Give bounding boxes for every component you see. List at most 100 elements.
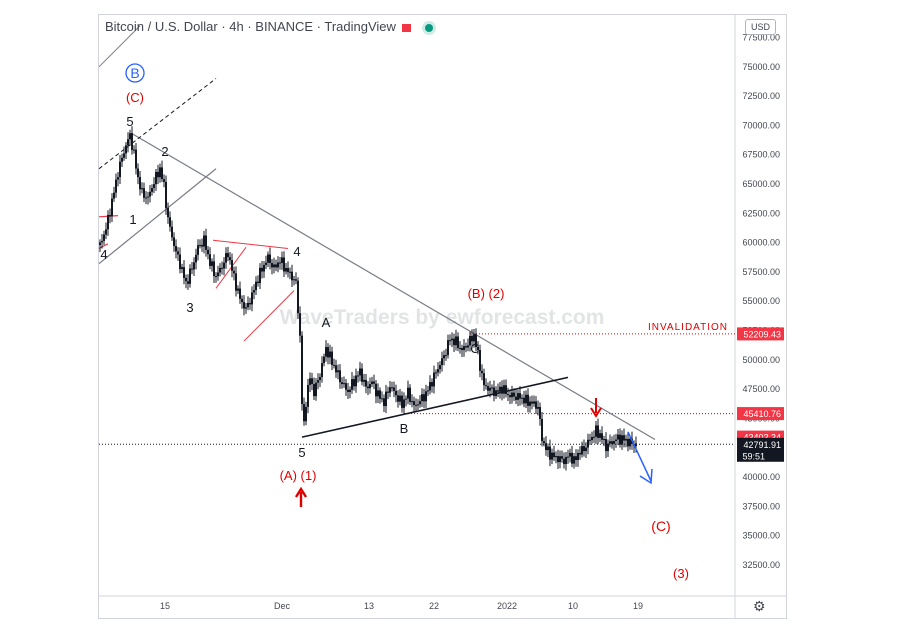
candle-body (165, 181, 167, 208)
candle-body (109, 214, 111, 217)
candle-body (157, 171, 159, 178)
candle-body (413, 401, 415, 406)
candle-body (467, 345, 469, 348)
candle-body (361, 368, 363, 382)
candle-body (483, 373, 485, 386)
candle-body (345, 383, 347, 390)
candle-body (297, 280, 299, 314)
candle-body (589, 439, 591, 441)
gear-icon[interactable]: ⚙ (753, 598, 766, 614)
candle-body (365, 379, 367, 387)
y-tick-label: 57500.00 (742, 267, 780, 277)
wave-label: 5 (298, 445, 305, 460)
wave-circle-icon (125, 63, 145, 83)
candle-body (369, 384, 371, 389)
candle-body (167, 207, 169, 218)
candle-body (223, 262, 225, 269)
candle-body (195, 254, 197, 263)
chart-frame[interactable] (98, 14, 787, 619)
candle-body (147, 196, 149, 198)
candle-body (391, 387, 393, 389)
candle-body (193, 262, 195, 270)
price-label-box (737, 437, 784, 462)
candle-body (437, 369, 439, 373)
candle-body (415, 404, 417, 406)
candle-body (521, 397, 523, 399)
symbol-title[interactable]: Bitcoin / U.S. Dollar · 4h · BINANCE · T… (105, 19, 396, 34)
candle-body (513, 392, 515, 397)
candle-body (283, 257, 285, 272)
wave-label: (C) (651, 518, 670, 534)
candle-body (511, 392, 513, 398)
up-arrow-icon (294, 486, 308, 507)
candle-body (181, 267, 183, 269)
x-tick-label: Dec (274, 601, 291, 611)
candle-body (601, 433, 603, 440)
candle-body (389, 387, 391, 393)
candle-body (221, 267, 223, 269)
candle-body (177, 251, 179, 255)
candle-body (457, 336, 459, 349)
candle-body (115, 179, 117, 193)
candle-body (615, 439, 617, 442)
candle-body (427, 390, 429, 392)
candle-body (399, 395, 401, 402)
candle-body (605, 439, 607, 452)
candle-body (229, 257, 231, 261)
candle-body (441, 358, 443, 366)
wave-label: 4 (100, 247, 107, 262)
candle-body (387, 391, 389, 393)
currency-button[interactable]: USD (745, 19, 776, 35)
candle-body (233, 270, 235, 274)
y-tick-label: 50000.00 (742, 355, 780, 365)
candle-body (591, 436, 593, 441)
candle-body (293, 279, 295, 281)
candle-body (529, 401, 531, 406)
candle-body (471, 335, 473, 342)
candle-body (577, 452, 579, 461)
candle-body (303, 404, 305, 422)
wave-label: A (322, 315, 331, 330)
candle-body (231, 260, 233, 271)
channel-lower-line (98, 168, 217, 265)
candle-body (503, 385, 505, 394)
candle-body (435, 372, 437, 374)
candle-body (271, 262, 273, 268)
candle-body (335, 365, 337, 373)
candle-body (613, 441, 615, 444)
candle-body (501, 386, 503, 394)
candle-body (543, 441, 545, 444)
candle-body (353, 379, 355, 387)
candle-body (611, 441, 613, 444)
candle-body (121, 157, 123, 162)
candle-body (375, 383, 377, 397)
candle-body (215, 276, 217, 278)
candle-body (143, 188, 145, 198)
candle-body (489, 387, 491, 391)
candle-body (581, 446, 583, 455)
wave4-lower-line (243, 290, 295, 342)
candle-body (113, 192, 115, 199)
candle-body (515, 396, 517, 400)
candle-body (537, 407, 539, 409)
candle-body (319, 376, 321, 381)
candle-body (117, 177, 119, 180)
candle-body (485, 385, 487, 387)
triangle-support-line (301, 376, 569, 438)
candle-body (571, 452, 573, 464)
candle-body (259, 267, 261, 284)
candle-body (587, 439, 589, 448)
candle-body (241, 298, 243, 303)
y-tick-label: 55000.00 (742, 296, 780, 306)
candle-body (173, 237, 175, 246)
x-tick-label: 19 (633, 601, 643, 611)
candle-body (149, 191, 151, 197)
flag-icon[interactable] (401, 23, 411, 32)
candle-body (557, 456, 559, 463)
candle-body (321, 363, 323, 377)
candle-body (381, 398, 383, 400)
candle-body (317, 380, 319, 383)
candle-body (227, 253, 229, 258)
candle-body (477, 347, 479, 351)
